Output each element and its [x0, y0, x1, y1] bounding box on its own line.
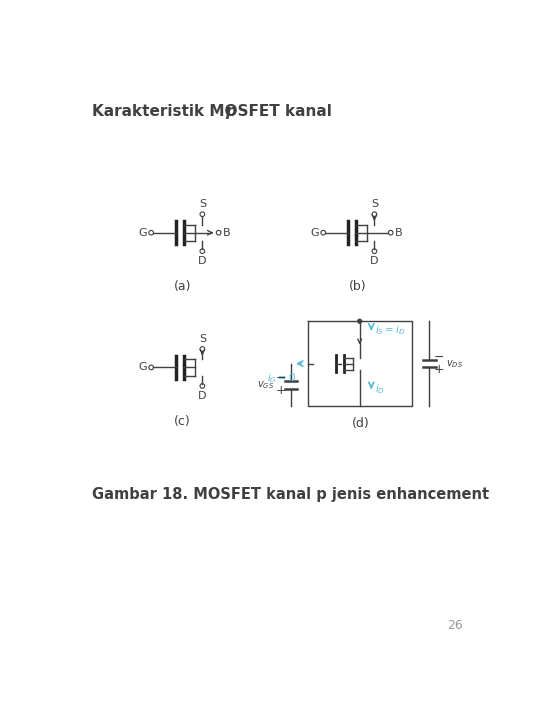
Text: (b): (b)	[349, 280, 367, 294]
Text: G: G	[138, 362, 146, 372]
Text: D: D	[198, 256, 207, 266]
Text: (c): (c)	[174, 415, 191, 428]
Text: +: +	[276, 384, 287, 397]
Text: Karakteristik MOSFET kanal: Karakteristik MOSFET kanal	[92, 104, 338, 119]
Text: B: B	[395, 228, 403, 238]
Text: B: B	[223, 228, 231, 238]
Text: Gambar 18. MOSFET kanal p jenis enhancement: Gambar 18. MOSFET kanal p jenis enhancem…	[92, 487, 489, 502]
Text: p: p	[226, 104, 237, 119]
Text: $v_{GS}$: $v_{GS}$	[256, 379, 274, 391]
Text: $i_S = i_D$: $i_S = i_D$	[375, 323, 406, 337]
Text: S: S	[199, 333, 206, 343]
Text: D: D	[198, 390, 207, 400]
Text: −: −	[434, 351, 444, 364]
Circle shape	[357, 320, 362, 323]
Text: G: G	[310, 228, 319, 238]
Text: S: S	[199, 199, 206, 209]
Text: 26: 26	[447, 618, 463, 631]
Text: S: S	[371, 199, 378, 209]
Text: D: D	[370, 256, 379, 266]
Text: $i_G = 0$: $i_G = 0$	[267, 372, 297, 385]
Text: (d): (d)	[352, 418, 369, 431]
Text: (a): (a)	[173, 280, 191, 294]
Text: $i_D$: $i_D$	[375, 382, 386, 396]
Text: $v_{DS}$: $v_{DS}$	[447, 358, 463, 369]
Text: +: +	[434, 364, 444, 377]
Text: G: G	[138, 228, 146, 238]
Text: −: −	[276, 372, 287, 385]
